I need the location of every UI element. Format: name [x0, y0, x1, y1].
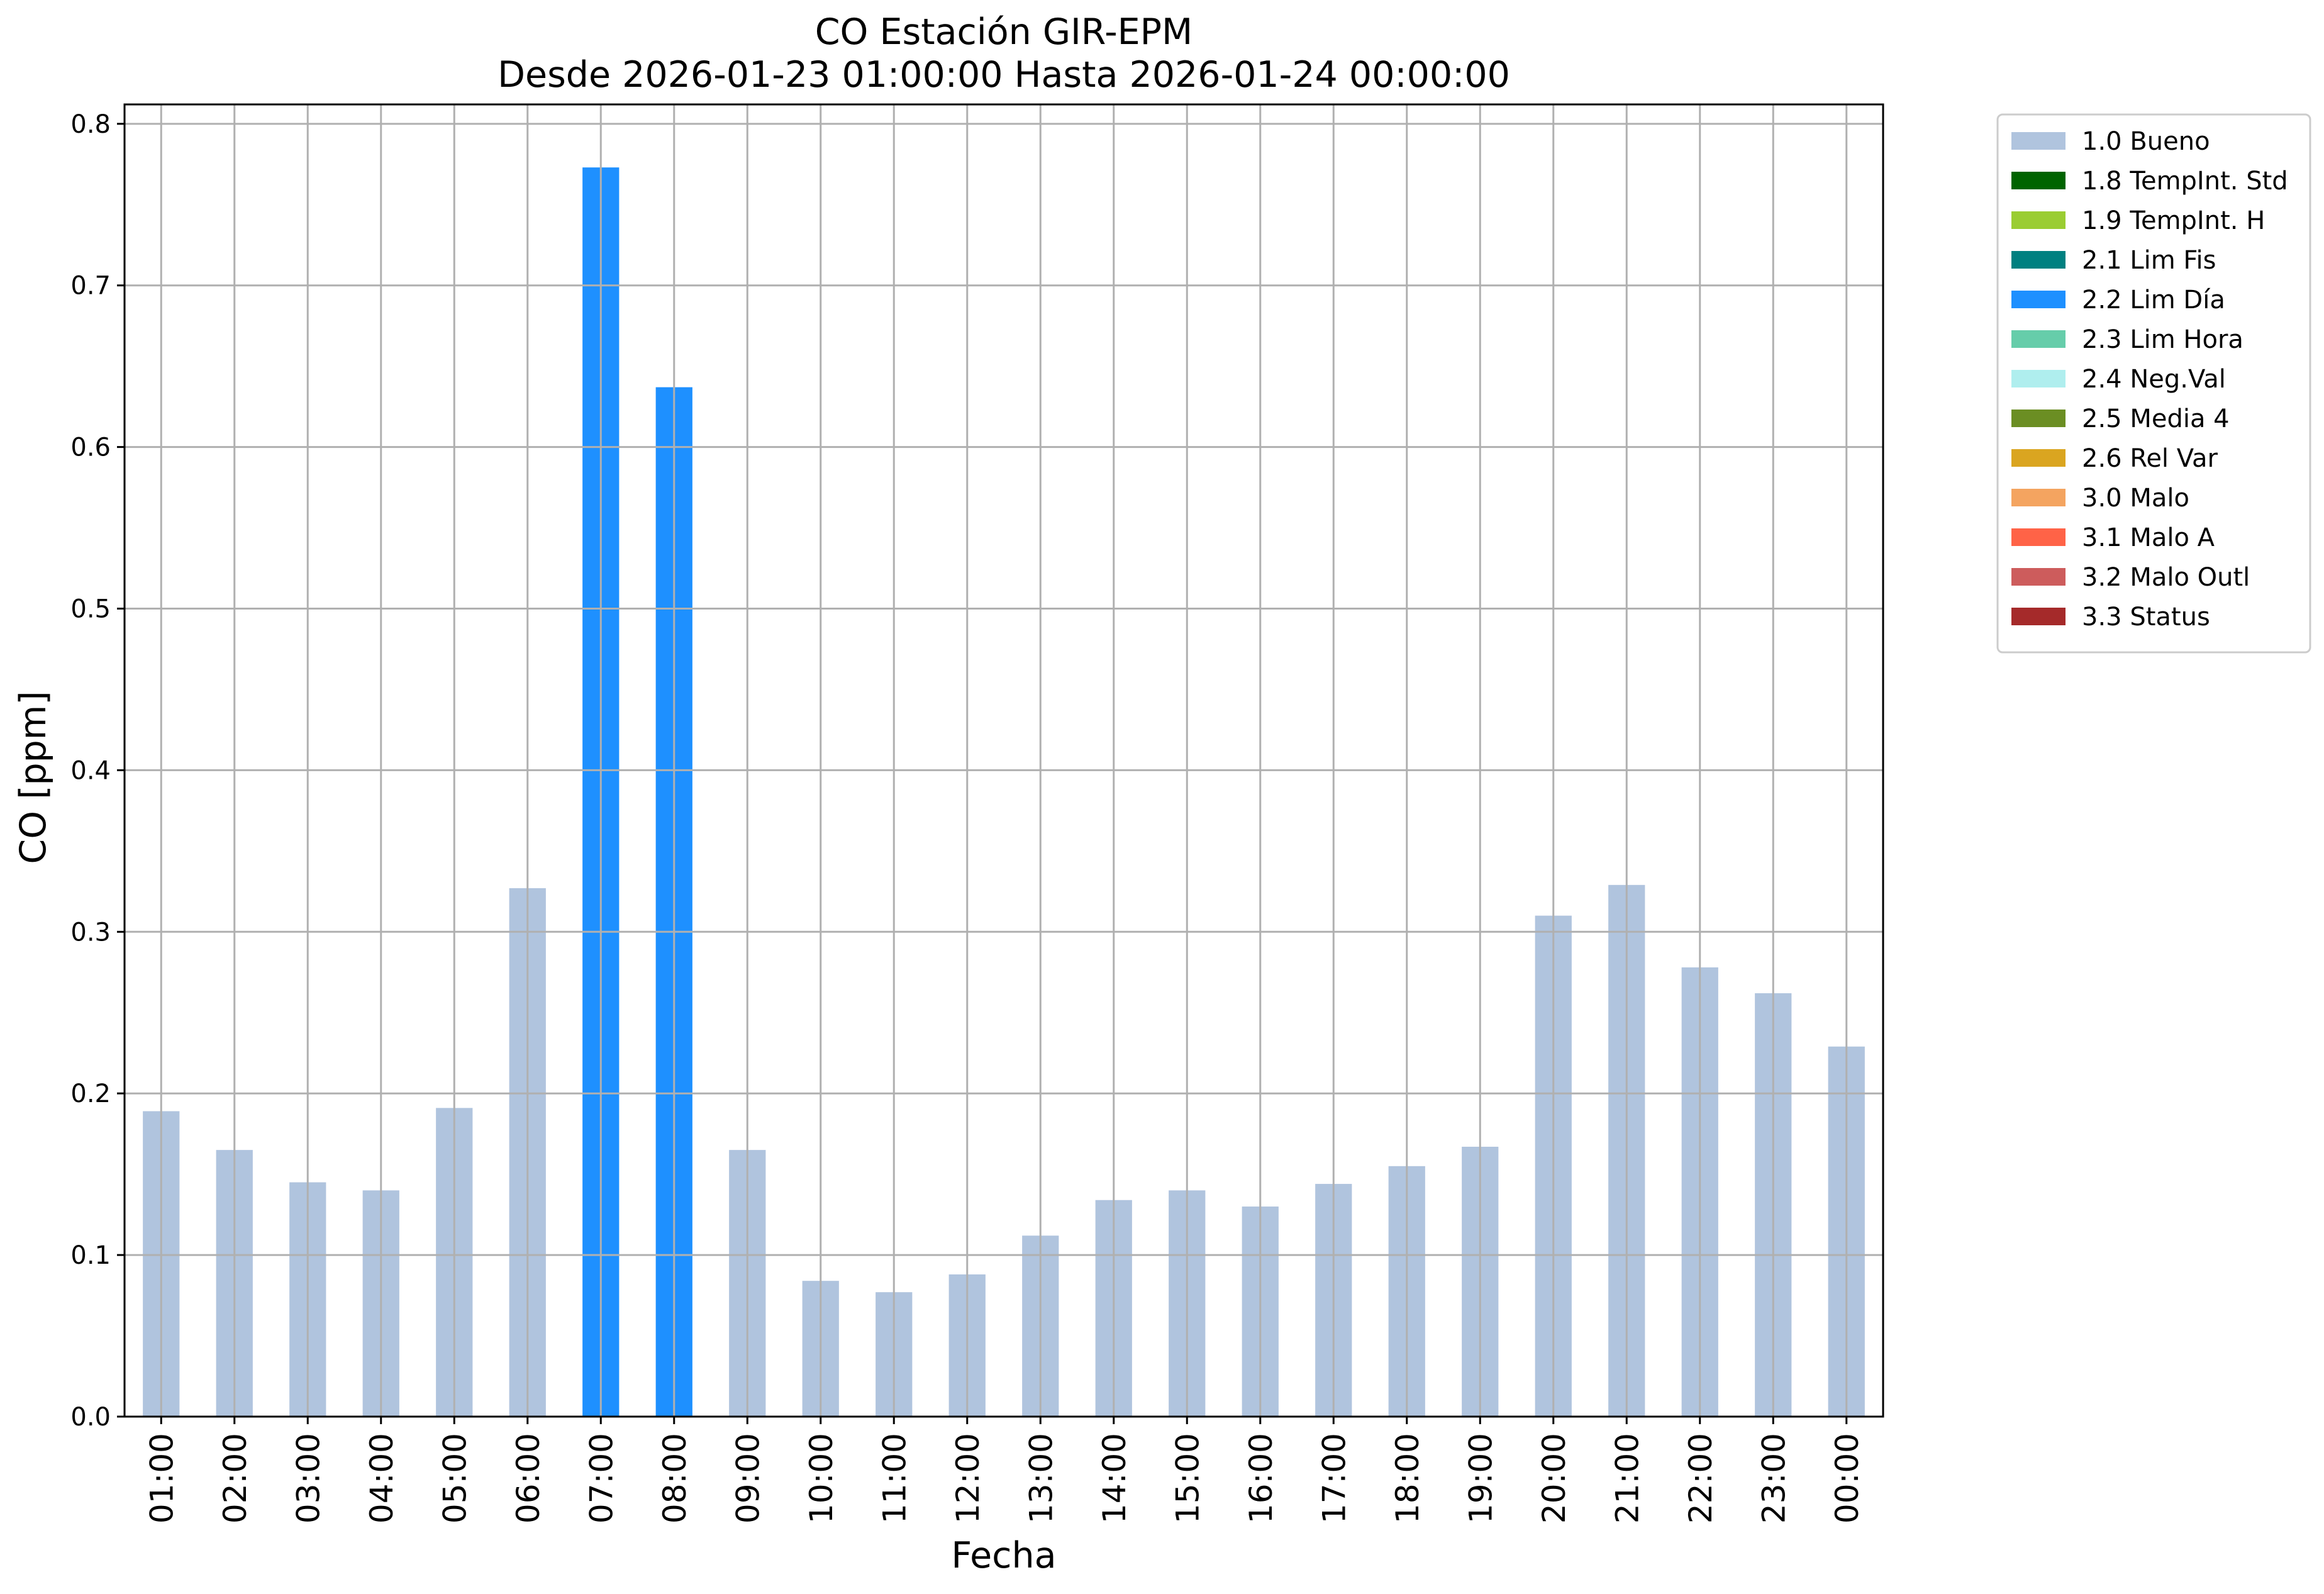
legend-swatch — [2011, 410, 2065, 427]
y-tick-label: 0.7 — [70, 272, 111, 301]
x-tick-label: 16:00 — [1243, 1433, 1279, 1524]
legend-label: 3.0 Malo — [2082, 484, 2189, 513]
legend-label: 2.1 Lim Fis — [2082, 246, 2216, 275]
legend-swatch — [2011, 330, 2065, 348]
legend-box — [1996, 113, 2311, 654]
legend-label: 3.3 Status — [2082, 603, 2210, 632]
legend-label: 2.3 Lim Hora — [2082, 325, 2243, 354]
x-tick-label: 07:00 — [583, 1433, 620, 1524]
y-tick-label: 0.5 — [70, 595, 111, 624]
x-tick-label: 19:00 — [1462, 1433, 1499, 1524]
legend-swatch — [2011, 528, 2065, 546]
legend: 1.0 Bueno 1.8 TempInt. Std 1.9 TempInt. H 2… — [1996, 113, 2311, 654]
y-tick-label: 0.1 — [70, 1241, 111, 1270]
x-tick-label: 02:00 — [217, 1433, 253, 1524]
legend-label: 3.1 Malo A — [2082, 523, 2215, 552]
x-tick-label: 08:00 — [657, 1433, 693, 1524]
x-tick-label: 22:00 — [1682, 1433, 1719, 1524]
legend-swatch — [2011, 291, 2065, 308]
x-axis-label: Fecha — [951, 1535, 1056, 1576]
y-tick-label: 0.2 — [70, 1079, 111, 1108]
legend-swatch — [2011, 608, 2065, 625]
x-tick-label: 21:00 — [1609, 1433, 1645, 1524]
legend-label: 1.9 TempInt. H — [2082, 206, 2265, 235]
legend-swatch — [2011, 132, 2065, 150]
x-tick-label: 10:00 — [803, 1433, 840, 1524]
x-tick-label: 20:00 — [1536, 1433, 1572, 1524]
y-axis-label: CO [ppm] — [13, 691, 54, 864]
legend-label: 2.5 Media 4 — [2082, 404, 2230, 433]
legend-swatch — [2011, 449, 2065, 467]
legend-label: 3.2 Malo Outl — [2082, 563, 2250, 592]
x-tick-label: 03:00 — [290, 1433, 326, 1524]
y-tick-label: 0.8 — [70, 110, 111, 139]
plot-frame — [123, 103, 1884, 1418]
legend-swatch — [2011, 370, 2065, 387]
legend-label: 1.8 TempInt. Std — [2082, 167, 2288, 196]
x-tick-label: 15:00 — [1169, 1433, 1206, 1524]
plot-area: 0.0 0.1 0.2 0.3 0.4 0.5 0.6 0.7 0.8 01:00 02:00 03:… — [70, 103, 1884, 1524]
legend-swatch — [2011, 568, 2065, 586]
y-tick-label: 0.0 — [70, 1403, 111, 1432]
y-tick-label: 0.3 — [70, 918, 111, 947]
x-tick-label: 11:00 — [876, 1433, 913, 1524]
x-tick-label: 17:00 — [1316, 1433, 1352, 1524]
x-tick-label: 23:00 — [1755, 1433, 1792, 1524]
chart-subtitle: Desde 2026-01-23 01:00:00 Hasta 2026-01-… — [498, 54, 1510, 96]
y-tick-label: 0.4 — [70, 756, 111, 785]
legend-swatch — [2011, 172, 2065, 189]
x-tick-label: 09:00 — [730, 1433, 766, 1524]
y-tick-label: 0.6 — [70, 433, 111, 462]
legend-swatch — [2011, 489, 2065, 506]
legend-swatch — [2011, 211, 2065, 229]
x-tick-label: 01:00 — [143, 1433, 180, 1524]
legend-label: 2.4 Neg.Val — [2082, 365, 2226, 394]
x-tick-label: 18:00 — [1389, 1433, 1426, 1524]
legend-label: 1.0 Bueno — [2082, 127, 2210, 156]
legend-label: 2.2 Lim Día — [2082, 286, 2225, 315]
chart-title: CO Estación GIR-EPM — [815, 11, 1193, 53]
legend-label: 2.6 Rel Var — [2082, 444, 2218, 473]
x-tick-label: 14:00 — [1096, 1433, 1133, 1524]
x-tick-label: 05:00 — [436, 1433, 473, 1524]
x-tick-label: 04:00 — [364, 1433, 400, 1524]
x-tick-label: 12:00 — [950, 1433, 986, 1524]
legend-swatch — [2011, 251, 2065, 269]
x-tick-label: 13:00 — [1023, 1433, 1059, 1524]
x-tick-label: 00:00 — [1829, 1433, 1865, 1524]
x-tick-label: 06:00 — [510, 1433, 547, 1524]
